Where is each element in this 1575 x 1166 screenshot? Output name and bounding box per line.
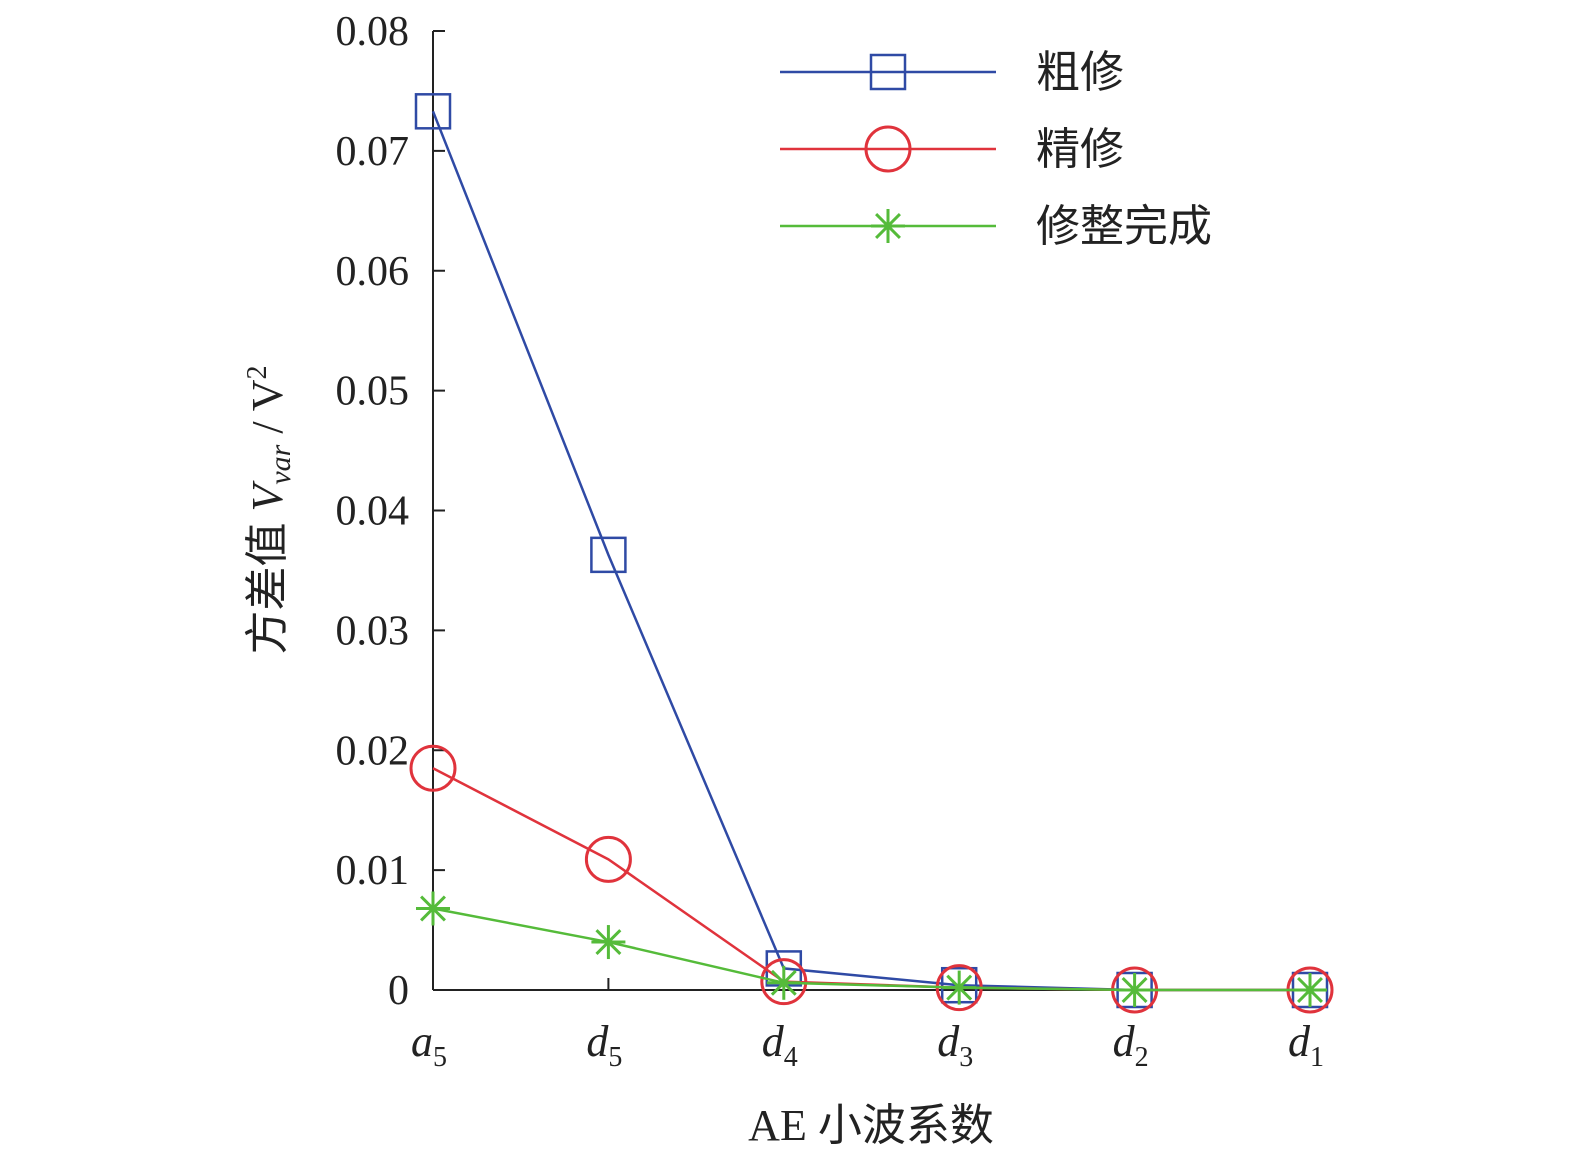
y-axis-label-var: V xyxy=(243,480,292,512)
x-tick-label: d3 xyxy=(937,1017,973,1073)
data-point xyxy=(414,93,452,130)
x-tick-label-base: d xyxy=(762,1017,785,1066)
x-tick-label-sub: 2 xyxy=(1135,1042,1149,1073)
x-tick-label-sub: 3 xyxy=(959,1042,973,1073)
legend-item: 粗修 xyxy=(780,48,1124,97)
data-point xyxy=(409,744,457,792)
series-2 xyxy=(409,744,1334,1014)
y-tick-label: 0 xyxy=(388,968,409,1014)
legend-label: 精修 xyxy=(1036,125,1124,174)
x-tick-label-base: d xyxy=(937,1017,960,1066)
y-tick-label: 0.03 xyxy=(336,608,410,654)
legend-marker xyxy=(871,209,905,243)
x-tick-label-sub: 5 xyxy=(608,1042,622,1073)
y-tick-label: 0.01 xyxy=(336,848,410,894)
x-tick-label-base: a xyxy=(411,1017,433,1066)
axes xyxy=(432,31,1310,991)
data-point xyxy=(1293,973,1327,1007)
x-tick-label: a5 xyxy=(411,1017,447,1073)
x-tick-label: d5 xyxy=(586,1017,622,1073)
data-point xyxy=(590,536,627,574)
y-axis-label-sep: / xyxy=(243,411,292,444)
x-tick-label-base: d xyxy=(1113,1017,1136,1066)
data-point xyxy=(416,891,450,926)
x-tick-label: d1 xyxy=(1288,1017,1324,1073)
x-tick-label: d4 xyxy=(762,1017,798,1073)
legend-item: 精修 xyxy=(780,125,1124,174)
series-3 xyxy=(416,891,1327,1007)
data-point xyxy=(760,958,808,1006)
data-point xyxy=(584,835,632,883)
data-point xyxy=(1117,973,1152,1007)
x-tick-label-sub: 4 xyxy=(784,1042,798,1073)
series-group xyxy=(409,93,1334,1014)
legend-item: 修整完成 xyxy=(780,202,1212,251)
x-tick-label-sub: 1 xyxy=(1310,1042,1324,1073)
data-point xyxy=(942,970,977,1005)
y-axis-label-prefix: 方差值 xyxy=(243,512,292,655)
x-tick-label-sub: 5 xyxy=(433,1042,447,1073)
y-tick-label: 0.02 xyxy=(336,728,410,774)
y-tick-label: 0.07 xyxy=(336,129,410,175)
y-tick-label: 0.04 xyxy=(336,489,410,535)
y-ticks: 0 0.01 0.02 0.03 0.04 0.05 0.06 0.07 0.08 xyxy=(336,9,445,1014)
y-axis-label-unit: V xyxy=(243,379,292,411)
y-tick-label: 0.08 xyxy=(336,9,410,55)
series-line xyxy=(432,767,1310,992)
series-line xyxy=(432,907,1310,992)
legend-marker xyxy=(864,125,912,173)
y-axis-label-sub: var xyxy=(264,444,297,484)
x-axis-label: AE 小波系数 xyxy=(748,1101,994,1150)
y-axis-label-sup: 2 xyxy=(242,365,273,379)
y-tick-label: 0.05 xyxy=(336,369,410,415)
legend-label: 修整完成 xyxy=(1036,202,1212,251)
x-tick-label-base: d xyxy=(1288,1017,1311,1066)
legend-marker xyxy=(869,53,907,91)
y-tick-label: 0.06 xyxy=(336,249,410,295)
x-tick-label: d2 xyxy=(1113,1017,1149,1073)
y-axis-label: 方差值 Vvar / V2 xyxy=(242,365,297,654)
data-point xyxy=(766,965,801,1000)
data-point xyxy=(591,925,626,960)
x-ticks: a5 d5 d4 d3 d2 d1 xyxy=(411,978,1324,1073)
x-tick-label-base: d xyxy=(586,1017,609,1066)
legend-label: 粗修 xyxy=(1036,48,1124,97)
